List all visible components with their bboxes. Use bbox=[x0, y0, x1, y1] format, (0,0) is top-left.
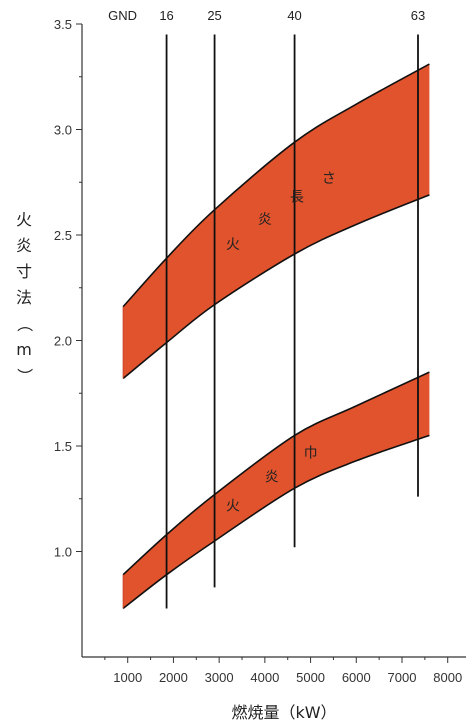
y-axis-title-char: （ bbox=[15, 316, 34, 332]
gnd-line-label: 40 bbox=[287, 8, 301, 23]
gnd-line-label: 16 bbox=[159, 8, 173, 23]
gnd-label: GND bbox=[108, 8, 137, 23]
gnd-line-label: 25 bbox=[207, 8, 221, 23]
y-tick-label: 1.0 bbox=[54, 545, 72, 560]
y-axis-title-char: 寸 bbox=[16, 262, 32, 281]
x-tick-label: 8000 bbox=[433, 670, 462, 685]
band-label-char: 火 bbox=[226, 237, 240, 253]
band-label-char: 巾 bbox=[304, 446, 318, 462]
x-tick-label: 7000 bbox=[388, 670, 417, 685]
x-tick-label: 3000 bbox=[205, 670, 234, 685]
y-axis-title-char: 法 bbox=[16, 288, 32, 307]
y-tick-label: 3.0 bbox=[54, 123, 72, 138]
y-tick-label: 2.5 bbox=[54, 228, 72, 243]
x-tick-label: 5000 bbox=[296, 670, 325, 685]
bands-layer bbox=[122, 63, 430, 610]
y-axis-title-char: 火 bbox=[16, 210, 32, 229]
y-axis-title-char: 炎 bbox=[16, 236, 32, 255]
ticks-layer: 1.0 1.5 2.0 2.5 3.0 3.5 1000 2000 3000 4000 5000 60… bbox=[54, 17, 462, 685]
band-label-char: 炎 bbox=[265, 469, 279, 485]
band-label-char: 長 bbox=[290, 189, 304, 205]
gnd-lines-layer: 16 25 40 63 bbox=[159, 8, 425, 609]
band-label-char: 炎 bbox=[258, 212, 272, 228]
band-upper-edge-1 bbox=[122, 63, 430, 308]
x-tick-label: 2000 bbox=[159, 670, 188, 685]
band-area-1 bbox=[123, 64, 430, 379]
band-label-char: 火 bbox=[226, 499, 240, 515]
band-area-2 bbox=[123, 372, 430, 609]
y-tick-label: 3.5 bbox=[54, 17, 72, 32]
y-tick-label: 2.0 bbox=[54, 334, 72, 349]
x-tick-label: 6000 bbox=[342, 670, 371, 685]
x-tick-label: 1000 bbox=[113, 670, 142, 685]
y-tick-label: 1.5 bbox=[54, 439, 72, 454]
x-axis-title: 燃焼量（kW） bbox=[231, 703, 336, 722]
gnd-line-label: 63 bbox=[411, 8, 425, 23]
y-axis-title-char: ） bbox=[15, 368, 34, 384]
band-label-char: さ bbox=[322, 171, 336, 187]
y-axis-title-char: m bbox=[16, 340, 32, 359]
x-tick-label: 4000 bbox=[250, 670, 279, 685]
